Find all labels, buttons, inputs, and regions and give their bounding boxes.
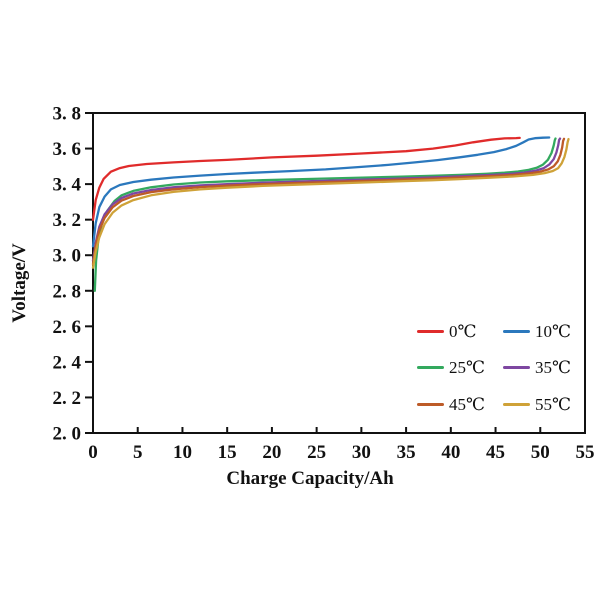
legend-swatch-10c	[503, 329, 530, 333]
svg-text:5: 5	[133, 442, 143, 463]
legend-label-55c: 55℃	[535, 394, 572, 414]
svg-text:2. 4: 2. 4	[53, 352, 82, 373]
legend-swatch-55c	[503, 402, 530, 406]
legend-item-0c: 0℃	[417, 313, 503, 350]
svg-text:3. 8: 3. 8	[53, 104, 82, 125]
svg-text:40: 40	[441, 442, 460, 463]
legend-item-10c: 10℃	[503, 313, 589, 350]
legend-item-35c: 35℃	[503, 350, 589, 387]
svg-text:0: 0	[88, 442, 98, 463]
svg-text:2. 0: 2. 0	[53, 424, 82, 445]
svg-text:2. 6: 2. 6	[53, 317, 82, 338]
svg-text:35: 35	[397, 442, 416, 463]
legend-item-55c: 55℃	[503, 386, 589, 423]
svg-text:30: 30	[352, 442, 371, 463]
x-axis-title: Charge Capacity/Ah	[226, 468, 394, 489]
svg-text:50: 50	[531, 442, 550, 463]
svg-text:15: 15	[218, 442, 237, 463]
svg-text:10: 10	[173, 442, 192, 463]
svg-text:25: 25	[307, 442, 326, 463]
legend-label-25c: 25℃	[449, 358, 486, 378]
svg-text:3. 4: 3. 4	[53, 175, 82, 196]
svg-text:2. 2: 2. 2	[53, 388, 82, 409]
legend-item-45c: 45℃	[417, 386, 503, 423]
svg-text:3. 0: 3. 0	[53, 246, 82, 267]
svg-text:20: 20	[262, 442, 281, 463]
legend-label-35c: 35℃	[535, 358, 572, 378]
legend-label-10c: 10℃	[535, 321, 572, 341]
svg-text:3. 2: 3. 2	[53, 210, 82, 231]
legend-swatch-45c	[417, 402, 444, 406]
legend-swatch-35c	[503, 366, 530, 370]
legend-label-45c: 45℃	[449, 394, 486, 414]
svg-text:55: 55	[576, 442, 595, 463]
legend-item-25c: 25℃	[417, 350, 503, 387]
svg-text:45: 45	[486, 442, 505, 463]
legend-label-0c: 0℃	[449, 321, 477, 341]
legend-swatch-25c	[417, 366, 444, 370]
y-axis-title: Voltage/V	[9, 243, 30, 323]
legend-swatch-0c	[417, 329, 444, 333]
svg-text:3. 6: 3. 6	[53, 139, 82, 160]
svg-text:2. 8: 2. 8	[53, 281, 82, 302]
legend: 0℃ 10℃ 25℃ 35℃ 45℃ 55℃	[417, 313, 589, 423]
